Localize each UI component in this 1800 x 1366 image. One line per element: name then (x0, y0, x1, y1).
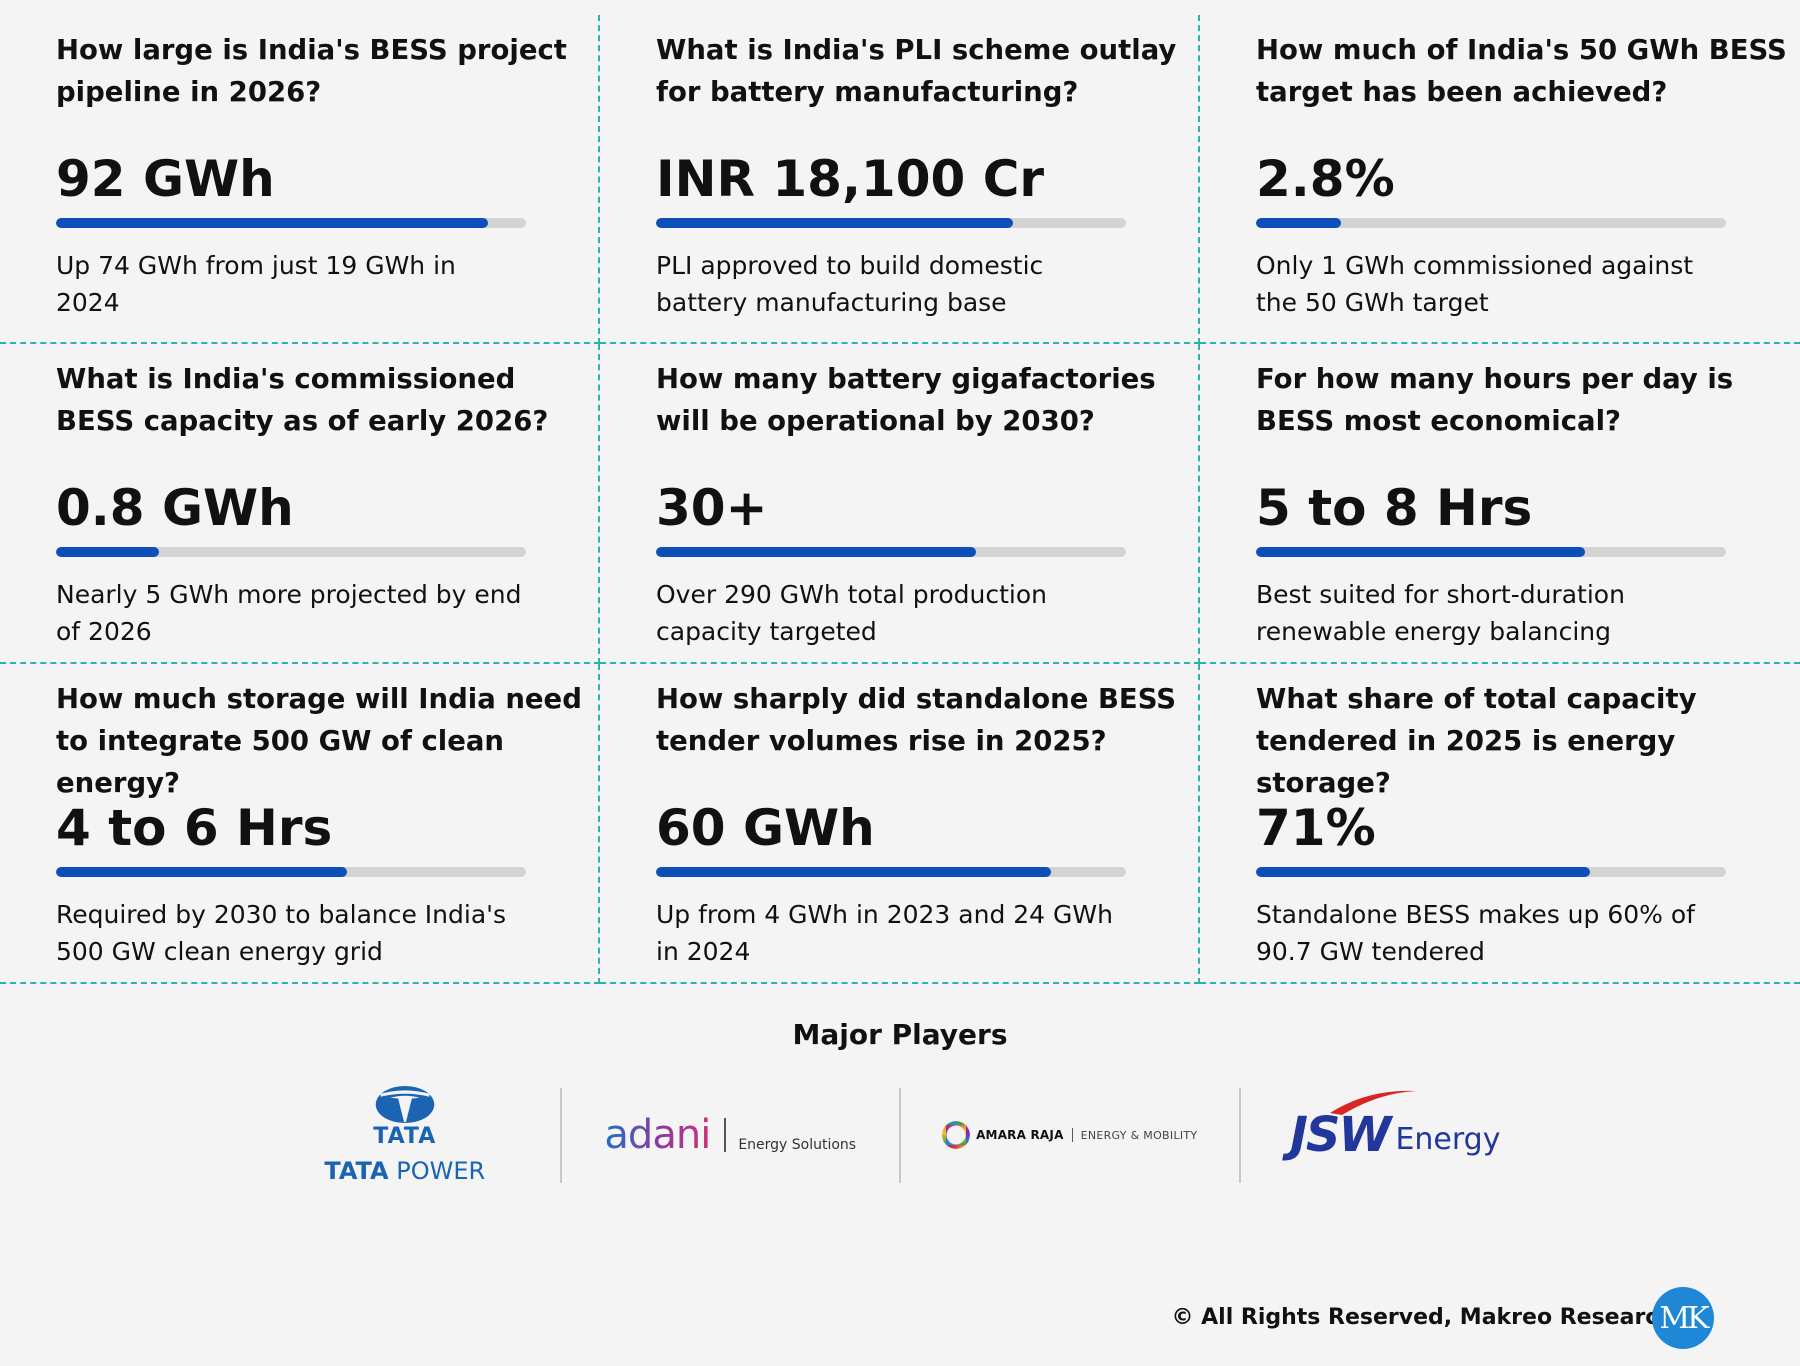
stat-question: What is India's PLI scheme outlay for ba… (656, 34, 1177, 108)
adani-subtitle: Energy Solutions (738, 1137, 857, 1153)
amara-raja-logo: AMARA RAJA ENERGY & MOBILITY (901, 1085, 1238, 1185)
stat-bar-fill (656, 547, 976, 557)
stat-value: 4 to 6 Hrs (56, 799, 333, 857)
stat-bar (1256, 218, 1726, 228)
makreo-logo: MK (1652, 1287, 1714, 1349)
jsw-word: JSW (1290, 1107, 1391, 1163)
jsw-swoosh-icon (1330, 1090, 1417, 1115)
copyright-text: © All Rights Reserved, Makreo Research (1171, 1305, 1674, 1330)
stat-bar (656, 867, 1126, 877)
jsw-energy-word: Energy (1395, 1121, 1501, 1157)
logo-divider (559, 1087, 562, 1183)
adani-logo: adani Energy Solutions (562, 1085, 899, 1185)
stat-bar (656, 547, 1126, 557)
stat-bar (656, 218, 1126, 228)
stat-question: What share of total capacity tendered in… (1256, 683, 1697, 799)
stat-description: Required by 2030 to balance India's 500 … (56, 900, 507, 966)
stat-bar-fill (1256, 547, 1585, 557)
adani-divider (724, 1118, 727, 1152)
stat-bar (56, 547, 526, 557)
tata-power-logo: TATA TATA POWER (250, 1085, 560, 1185)
jsw-mark: JSW (1290, 1090, 1417, 1163)
stat-question: What is India's commissioned BESS capaci… (56, 363, 549, 437)
tata-power-prefix: TATA (324, 1157, 389, 1185)
logo-divider (1238, 1087, 1241, 1183)
tata-power-word: TATA POWER (324, 1157, 485, 1185)
stat-value: 0.8 GWh (56, 479, 294, 537)
stat-card-target: How much of India's 50 GWh BESS target h… (1200, 15, 1800, 344)
stat-question: How large is India's BESS project pipeli… (56, 34, 567, 108)
tata-power-suffix: POWER (388, 1157, 486, 1185)
stat-question: How many battery gigafactories will be o… (656, 363, 1156, 437)
stat-value: 2.8% (1256, 150, 1395, 208)
stat-bar-fill (1256, 218, 1341, 228)
stat-bar-fill (656, 867, 1051, 877)
stat-bar (56, 218, 526, 228)
stat-bar-fill (56, 218, 489, 228)
adani-word: adani (604, 1112, 711, 1158)
stat-description: PLI approved to build domestic battery m… (656, 251, 1044, 317)
stat-value: INR 18,100 Cr (656, 150, 1045, 208)
logo-divider (899, 1087, 902, 1183)
stat-description: Best suited for short-duration renewable… (1256, 580, 1625, 646)
stat-card-storage-need: How much storage will India need to inte… (0, 664, 600, 984)
stat-question: How much storage will India need to inte… (56, 683, 582, 799)
stats-grid: How large is India's BESS project pipeli… (0, 15, 1800, 984)
players-logos: TATA TATA POWER adani Energy Solutions A… (250, 1085, 1550, 1185)
stat-question: For how many hours per day is BESS most … (1256, 363, 1734, 437)
amara-raja-divider (1071, 1128, 1073, 1142)
stat-question: How much of India's 50 GWh BESS target h… (1256, 34, 1787, 108)
amara-raja-ring-icon (942, 1121, 971, 1149)
stat-bar (1256, 867, 1726, 877)
stat-description: Up 74 GWh from just 19 GWh in 2024 (56, 251, 456, 317)
stat-card-storage-share: What share of total capacity tendered in… (1200, 664, 1800, 984)
stat-bar-fill (56, 867, 348, 877)
stat-card-tender-volumes: How sharply did standalone BESS tender v… (600, 664, 1200, 984)
stat-card-pli: What is India's PLI scheme outlay for ba… (600, 15, 1200, 344)
stat-value: 30+ (656, 479, 768, 537)
stat-card-commissioned: What is India's commissioned BESS capaci… (0, 344, 600, 664)
amara-raja-name: AMARA RAJA (976, 1128, 1064, 1142)
stat-description: Up from 4 GWh in 2023 and 24 GWh in 2024 (656, 900, 1113, 966)
stat-card-pipeline: How large is India's BESS project pipeli… (0, 15, 600, 344)
jsw-energy-logo: JSW Energy (1241, 1085, 1551, 1185)
tata-emblem-icon (375, 1085, 435, 1124)
stat-description: Nearly 5 GWh more projected by end of 20… (56, 580, 522, 646)
stat-value: 5 to 8 Hrs (1256, 479, 1533, 537)
stat-value: 71% (1256, 799, 1376, 857)
players-title: Major Players (792, 1018, 1008, 1051)
stat-value: 60 GWh (656, 799, 875, 857)
stat-description: Only 1 GWh commissioned against the 50 G… (1256, 251, 1694, 317)
stat-bar-fill (656, 218, 1014, 228)
stat-description: Standalone BESS makes up 60% of 90.7 GW … (1256, 900, 1695, 966)
stat-value: 92 GWh (56, 150, 275, 208)
stat-question: How sharply did standalone BESS tender v… (656, 683, 1177, 757)
stat-bar (56, 867, 526, 877)
stat-card-gigafactories: How many battery gigafactories will be o… (600, 344, 1200, 664)
stat-description: Over 290 GWh total production capacity t… (656, 580, 1047, 646)
tata-word: TATA (373, 1124, 437, 1149)
stat-bar-fill (1256, 867, 1590, 877)
amara-raja-subtitle: ENERGY & MOBILITY (1080, 1128, 1198, 1142)
stat-card-hours: For how many hours per day is BESS most … (1200, 344, 1800, 664)
stat-bar (1256, 547, 1726, 557)
stat-bar-fill (56, 547, 160, 557)
